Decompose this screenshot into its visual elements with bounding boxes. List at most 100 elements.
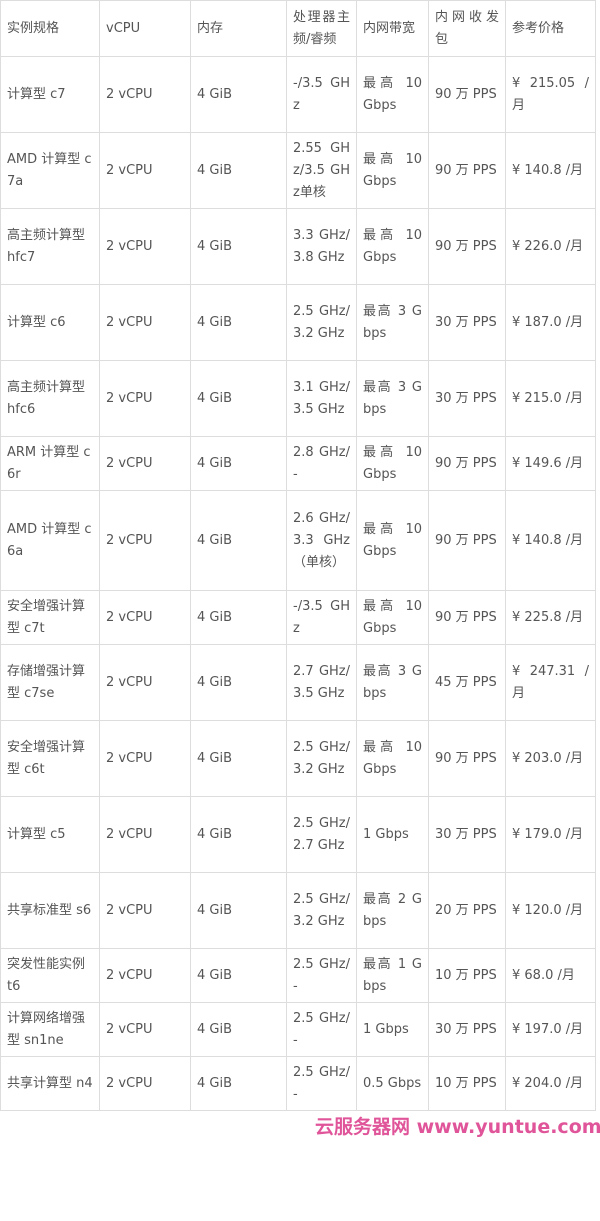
header-vcpu: vCPU	[99, 0, 191, 57]
cell-frequency: 2.5 GHz/3.2 GHz	[286, 720, 357, 797]
cell-vcpu: 2 vCPU	[99, 436, 191, 491]
table-row: 共享计算型 n4 2 vCPU 4 GiB 2.5 GHz/- 0.5 Gbps 10 万…	[0, 1056, 596, 1111]
cell-price: ¥ 226.0 /月	[505, 208, 596, 285]
cell-vcpu: 2 vCPU	[99, 208, 191, 285]
cell-pps: 90 万 PPS	[428, 208, 506, 285]
cell-vcpu: 2 vCPU	[99, 644, 191, 721]
cell-spec: 计算型 c5	[0, 796, 100, 873]
header-frequency: 处理器主频/睿频	[286, 0, 357, 57]
cell-memory: 4 GiB	[190, 590, 287, 645]
cell-vcpu: 2 vCPU	[99, 872, 191, 949]
cell-vcpu: 2 vCPU	[99, 284, 191, 361]
cell-bandwidth: 最高 10 Gbps	[356, 56, 429, 133]
cell-memory: 4 GiB	[190, 360, 287, 437]
cell-vcpu: 2 vCPU	[99, 796, 191, 873]
cell-frequency: -/3.5 GHz	[286, 590, 357, 645]
cell-spec: 安全增强计算型 c6t	[0, 720, 100, 797]
header-spec: 实例规格	[0, 0, 100, 57]
cell-bandwidth: 最高 3 Gbps	[356, 360, 429, 437]
table-row: AMD 计算型 c7a 2 vCPU 4 GiB 2.55 GHz/3.5 GHz单核…	[0, 132, 596, 209]
cell-bandwidth: 最高 3 Gbps	[356, 284, 429, 361]
cell-frequency: 2.5 GHz/-	[286, 1002, 357, 1057]
cell-spec: 安全增强计算型 c7t	[0, 590, 100, 645]
table-header-row: 实例规格 vCPU 内存 处理器主频/睿频 内网带宽 内网收发包 参考价格	[0, 0, 596, 57]
cell-bandwidth: 最高 10 Gbps	[356, 208, 429, 285]
cell-frequency: 2.55 GHz/3.5 GHz单核	[286, 132, 357, 209]
cell-spec: 高主频计算型 hfc7	[0, 208, 100, 285]
table-row: 存储增强计算型 c7se 2 vCPU 4 GiB 2.7 GHz/3.5 GHz 最高…	[0, 644, 596, 721]
cell-pps: 90 万 PPS	[428, 436, 506, 491]
cell-spec: AMD 计算型 c6a	[0, 490, 100, 591]
cell-pps: 30 万 PPS	[428, 284, 506, 361]
cell-frequency: 2.5 GHz/3.2 GHz	[286, 284, 357, 361]
table-row: 计算网络增强型 sn1ne 2 vCPU 4 GiB 2.5 GHz/- 1 Gbps 3…	[0, 1002, 596, 1057]
cell-pps: 90 万 PPS	[428, 56, 506, 133]
cell-memory: 4 GiB	[190, 644, 287, 721]
cell-memory: 4 GiB	[190, 284, 287, 361]
cell-spec: 共享标准型 s6	[0, 872, 100, 949]
cell-price: ¥ 225.8 /月	[505, 590, 596, 645]
cell-memory: 4 GiB	[190, 132, 287, 209]
cell-price: ¥ 187.0 /月	[505, 284, 596, 361]
cell-price: ¥ 140.8 /月	[505, 490, 596, 591]
cell-pps: 30 万 PPS	[428, 360, 506, 437]
cell-spec: 共享计算型 n4	[0, 1056, 100, 1111]
cell-spec: 计算网络增强型 sn1ne	[0, 1002, 100, 1057]
cell-vcpu: 2 vCPU	[99, 720, 191, 797]
cell-price: ¥ 179.0 /月	[505, 796, 596, 873]
cell-bandwidth: 最高 1 Gbps	[356, 948, 429, 1003]
cell-spec: 计算型 c6	[0, 284, 100, 361]
cell-spec: 突发性能实例 t6	[0, 948, 100, 1003]
cell-spec: 计算型 c7	[0, 56, 100, 133]
cell-price: ¥ 204.0 /月	[505, 1056, 596, 1111]
table-row: 安全增强计算型 c7t 2 vCPU 4 GiB -/3.5 GHz 最高 10 Gbp…	[0, 590, 596, 645]
cell-bandwidth: 1 Gbps	[356, 1002, 429, 1057]
cell-vcpu: 2 vCPU	[99, 948, 191, 1003]
cell-bandwidth: 0.5 Gbps	[356, 1056, 429, 1111]
header-memory: 内存	[190, 0, 287, 57]
cell-pps: 90 万 PPS	[428, 132, 506, 209]
cell-memory: 4 GiB	[190, 720, 287, 797]
cell-frequency: 2.5 GHz/-	[286, 948, 357, 1003]
table-row: AMD 计算型 c6a 2 vCPU 4 GiB 2.6 GHz/3.3 GHz（单核…	[0, 490, 596, 591]
cell-price: ¥ 215.05 /月	[505, 56, 596, 133]
cell-vcpu: 2 vCPU	[99, 490, 191, 591]
cell-memory: 4 GiB	[190, 1002, 287, 1057]
cell-memory: 4 GiB	[190, 208, 287, 285]
cell-memory: 4 GiB	[190, 1056, 287, 1111]
table-row: 高主频计算型 hfc7 2 vCPU 4 GiB 3.3 GHz/3.8 GHz 最高 …	[0, 208, 596, 285]
cell-price: ¥ 120.0 /月	[505, 872, 596, 949]
cell-memory: 4 GiB	[190, 948, 287, 1003]
cell-bandwidth: 最高 3 Gbps	[356, 644, 429, 721]
cell-frequency: 3.1 GHz/3.5 GHz	[286, 360, 357, 437]
table-row: 计算型 c6 2 vCPU 4 GiB 2.5 GHz/3.2 GHz 最高 3 Gbp…	[0, 284, 596, 361]
cell-bandwidth: 最高 10 Gbps	[356, 720, 429, 797]
table-row: 高主频计算型 hfc6 2 vCPU 4 GiB 3.1 GHz/3.5 GHz 最高 …	[0, 360, 596, 437]
cell-pps: 90 万 PPS	[428, 720, 506, 797]
table-row: 计算型 c7 2 vCPU 4 GiB -/3.5 GHz 最高 10 Gbps 90 万…	[0, 56, 596, 133]
cell-memory: 4 GiB	[190, 490, 287, 591]
cell-frequency: 2.5 GHz/-	[286, 1056, 357, 1111]
cell-bandwidth: 最高 10 Gbps	[356, 132, 429, 209]
cell-frequency: 2.5 GHz/3.2 GHz	[286, 872, 357, 949]
cell-frequency: 2.6 GHz/3.3 GHz（单核）	[286, 490, 357, 591]
cell-vcpu: 2 vCPU	[99, 1002, 191, 1057]
table-row: 共享标准型 s6 2 vCPU 4 GiB 2.5 GHz/3.2 GHz 最高 2 G…	[0, 872, 596, 949]
cell-vcpu: 2 vCPU	[99, 56, 191, 133]
cell-frequency: 2.8 GHz/-	[286, 436, 357, 491]
cell-vcpu: 2 vCPU	[99, 1056, 191, 1111]
cell-frequency: -/3.5 GHz	[286, 56, 357, 133]
cell-memory: 4 GiB	[190, 872, 287, 949]
cell-spec: 存储增强计算型 c7se	[0, 644, 100, 721]
cell-vcpu: 2 vCPU	[99, 360, 191, 437]
table-row: 计算型 c5 2 vCPU 4 GiB 2.5 GHz/2.7 GHz 1 Gbps 30…	[0, 796, 596, 873]
cell-frequency: 3.3 GHz/3.8 GHz	[286, 208, 357, 285]
watermark: 云服务器网 www.yuntue.com	[315, 1116, 600, 1138]
cell-bandwidth: 1 Gbps	[356, 796, 429, 873]
cell-pps: 30 万 PPS	[428, 1002, 506, 1057]
cell-frequency: 2.5 GHz/2.7 GHz	[286, 796, 357, 873]
cell-memory: 4 GiB	[190, 436, 287, 491]
cell-price: ¥ 68.0 /月	[505, 948, 596, 1003]
cell-spec: AMD 计算型 c7a	[0, 132, 100, 209]
cell-bandwidth: 最高 10 Gbps	[356, 436, 429, 491]
